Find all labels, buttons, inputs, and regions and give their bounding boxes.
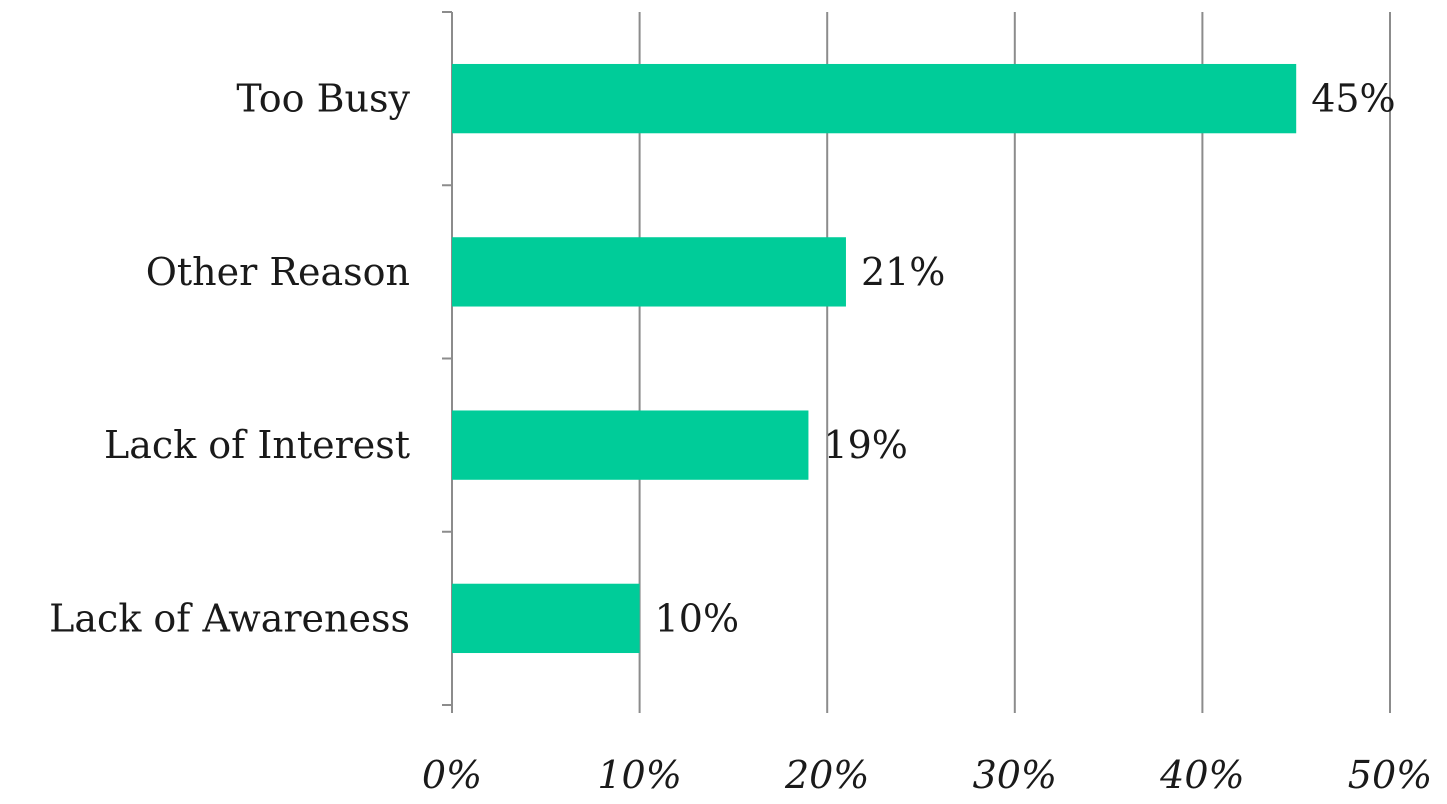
x-tick-label: 40% xyxy=(1159,753,1244,797)
data-label: 10% xyxy=(655,596,739,640)
x-tick-label: 0% xyxy=(422,753,482,797)
bar xyxy=(452,410,809,480)
x-tick-label: 30% xyxy=(973,753,1057,797)
bar xyxy=(452,63,1297,134)
data-label: 21% xyxy=(861,250,945,294)
category-label: Lack of Awareness xyxy=(49,596,410,640)
bar xyxy=(452,237,846,307)
data-label: 19% xyxy=(823,423,907,467)
category-label: Too Busy xyxy=(236,77,410,121)
category-label: Other Reason xyxy=(146,250,410,294)
x-tick-label: 20% xyxy=(784,753,869,797)
data-label: 45% xyxy=(1311,77,1395,121)
category-label: Lack of Interest xyxy=(104,423,410,467)
bar xyxy=(452,583,640,654)
x-tick-label: 50% xyxy=(1348,753,1432,797)
x-tick-label: 10% xyxy=(597,753,681,797)
